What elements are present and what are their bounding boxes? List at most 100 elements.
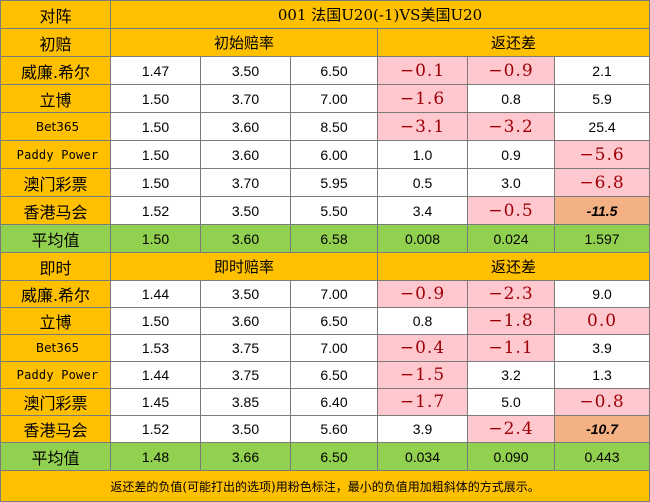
return-cell: 1.0 [377,140,468,169]
corner-label: 对阵 [0,0,111,29]
negative-return-cell: 0.0 [553,307,650,335]
average-return-cell: 0.034 [377,442,468,471]
return-cell: 5.0 [467,388,555,416]
odds-cell: 1.50 [110,140,201,169]
return-cell: 3.9 [553,334,650,362]
odds-cell: 3.75 [200,334,291,362]
bookmaker-label: 立博 [0,307,111,335]
negative-return-cell: −2.3 [467,280,555,308]
footer-row: 返还差的负值(可能打出的选项)用粉色标注，最小的负值用加粗斜体的方式展示。 [0,470,650,502]
return-header: 返还差 [376,252,650,281]
match-header-row: 对阵 001 法国U20(-1)VS美国U20 [0,0,650,29]
return-cell: 3.9 [377,415,468,443]
return-cell: 3.2 [467,361,555,389]
average-odds-cell: 6.50 [290,442,378,471]
table-row: Bet365 1.53 3.75 7.00 −0.4 −1.1 3.9 [0,334,650,362]
average-odds-cell: 3.60 [200,224,291,253]
odds-cell: 1.44 [110,361,201,389]
odds-cell: 1.50 [110,84,201,113]
odds-cell: 1.52 [110,196,201,225]
table-row: 澳门彩票 1.45 3.85 6.40 −1.7 5.0 −0.8 [0,388,650,416]
odds-cell: 3.60 [200,140,291,169]
odds-cell: 6.40 [290,388,378,416]
average-return-cell: 0.090 [467,442,555,471]
odds-cell: 3.60 [200,112,291,141]
negative-return-cell: −1.5 [377,361,468,389]
footer-note: 返还差的负值(可能打出的选项)用粉色标注，最小的负值用加粗斜体的方式展示。 [0,470,650,502]
odds-cell: 1.50 [110,307,201,335]
return-cell: 0.8 [467,84,555,113]
odds-cell: 7.00 [290,84,378,113]
bookmaker-label: Paddy Power [0,140,111,169]
odds-cell: 1.52 [110,415,201,443]
negative-return-cell: −6.8 [553,168,650,197]
odds-cell: 6.50 [290,307,378,335]
negative-return-cell: −1.1 [467,334,555,362]
odds-cell: 3.75 [200,361,291,389]
min-return-cell: -11.5 [553,196,650,225]
odds-cell: 6.00 [290,140,378,169]
negative-return-cell: −0.8 [553,388,650,416]
negative-return-cell: −3.2 [467,112,555,141]
odds-cell: 1.47 [110,56,201,85]
odds-cell: 3.50 [200,196,291,225]
negative-return-cell: −2.4 [467,415,555,443]
return-cell: 0.5 [377,168,468,197]
odds-cell: 1.50 [110,168,201,197]
return-cell: 3.4 [377,196,468,225]
section-header-row: 即时 即时赔率 返还差 [0,252,650,281]
odds-cell: 1.50 [110,112,201,141]
odds-cell: 5.95 [290,168,378,197]
negative-return-cell: −0.9 [467,56,555,85]
bookmaker-label: 澳门彩票 [0,388,111,416]
odds-cell: 1.53 [110,334,201,362]
odds-cell: 3.85 [200,388,291,416]
bookmaker-label: 威廉.希尔 [0,56,111,85]
average-return-cell: 1.597 [553,224,650,253]
odds-cell: 8.50 [290,112,378,141]
odds-cell: 5.60 [290,415,378,443]
return-cell: 3.0 [467,168,555,197]
return-cell: 0.9 [467,140,555,169]
average-row: 平均值 1.50 3.60 6.58 0.008 0.024 1.597 [0,224,650,253]
negative-return-cell: −0.5 [467,196,555,225]
table-row: Paddy Power 1.50 3.60 6.00 1.0 0.9 −5.6 [0,140,650,169]
odds-cell: 3.50 [200,56,291,85]
bookmaker-label: 香港马会 [0,196,111,225]
negative-return-cell: −0.4 [377,334,468,362]
odds-cell: 3.60 [200,307,291,335]
table-row: Paddy Power 1.44 3.75 6.50 −1.5 3.2 1.3 [0,361,650,389]
bookmaker-label: 威廉.希尔 [0,280,111,308]
table-row: Bet365 1.50 3.60 8.50 −3.1 −3.2 25.4 [0,112,650,141]
odds-cell: 1.45 [110,388,201,416]
negative-return-cell: −1.8 [467,307,555,335]
return-header: 返还差 [376,28,650,57]
odds-cell: 7.00 [290,334,378,362]
return-cell: 5.9 [553,84,650,113]
odds-header: 初始赔率 [110,28,378,57]
bookmaker-label: 香港马会 [0,415,111,443]
negative-return-cell: −0.1 [377,56,468,85]
negative-return-cell: −1.6 [377,84,468,113]
average-return-cell: 0.024 [467,224,555,253]
section-header-row: 初赔 初始赔率 返还差 [0,28,650,57]
odds-cell: 7.00 [290,280,378,308]
negative-return-cell: −1.7 [377,388,468,416]
average-odds-cell: 3.66 [200,442,291,471]
odds-cell: 5.50 [290,196,378,225]
average-return-cell: 0.008 [377,224,468,253]
return-cell: 0.8 [377,307,468,335]
odds-cell: 3.50 [200,280,291,308]
min-return-cell: -10.7 [553,415,650,443]
average-return-cell: 0.443 [553,442,650,471]
table-row: 香港马会 1.52 3.50 5.60 3.9 −2.4 -10.7 [0,415,650,443]
table-row: 威廉.希尔 1.44 3.50 7.00 −0.9 −2.3 9.0 [0,280,650,308]
negative-return-cell: −0.9 [377,280,468,308]
negative-return-cell: −5.6 [553,140,650,169]
odds-cell: 3.70 [200,168,291,197]
negative-return-cell: −3.1 [377,112,468,141]
bookmaker-label: 立博 [0,84,111,113]
return-cell: 2.1 [553,56,650,85]
average-odds-cell: 1.48 [110,442,201,471]
